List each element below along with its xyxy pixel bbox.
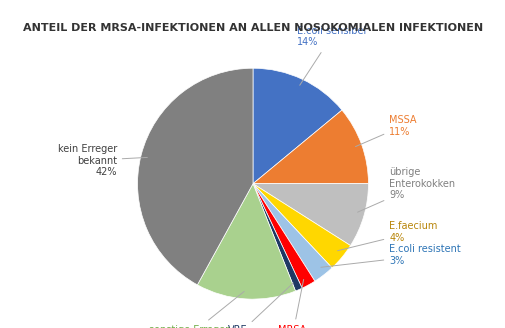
Wedge shape xyxy=(252,184,368,246)
Wedge shape xyxy=(252,110,368,184)
Text: MRSA
2%: MRSA 2% xyxy=(278,279,306,328)
Text: übrige
Enterokokken
9%: übrige Enterokokken 9% xyxy=(357,167,454,212)
Wedge shape xyxy=(252,184,331,281)
Wedge shape xyxy=(137,68,252,285)
Wedge shape xyxy=(252,184,301,291)
Text: VRE
1%: VRE 1% xyxy=(227,283,292,328)
Text: E.coli resistent
3%: E.coli resistent 3% xyxy=(320,244,460,267)
Text: E.faecium
4%: E.faecium 4% xyxy=(337,221,437,251)
Text: kein Erreger
bekannt
42%: kein Erreger bekannt 42% xyxy=(58,144,147,177)
Wedge shape xyxy=(252,184,314,288)
Wedge shape xyxy=(252,68,341,184)
Text: MSSA
11%: MSSA 11% xyxy=(355,115,416,147)
Wedge shape xyxy=(252,184,350,268)
Text: ANTEIL DER MRSA-INFEKTIONEN AN ALLEN NOSOKOMIALEN INFEKTIONEN: ANTEIL DER MRSA-INFEKTIONEN AN ALLEN NOS… xyxy=(23,23,482,33)
Wedge shape xyxy=(197,184,295,299)
Text: sonstige Erreger
14%: sonstige Erreger 14% xyxy=(149,292,244,328)
Text: E.coli sensibel
14%: E.coli sensibel 14% xyxy=(296,26,366,85)
